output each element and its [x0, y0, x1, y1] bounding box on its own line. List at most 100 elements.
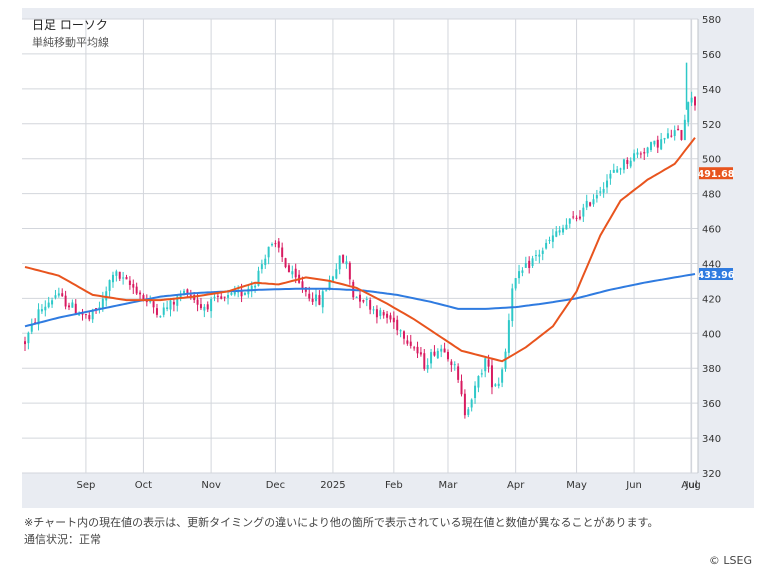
candle-down: [348, 262, 351, 280]
grid-layer: [22, 18, 699, 474]
x-tick-label: Oct: [135, 480, 152, 491]
candle-down: [359, 294, 361, 302]
candle-down: [277, 241, 280, 248]
candle-up: [101, 298, 104, 309]
candle-down: [240, 289, 243, 297]
candle-up: [315, 294, 318, 302]
candle-down: [369, 299, 372, 310]
candle-up: [149, 301, 152, 303]
candle-up: [183, 290, 186, 295]
candle-up: [653, 140, 656, 145]
candle-down: [61, 293, 64, 297]
candle-down: [589, 202, 592, 206]
candle-down: [487, 359, 490, 367]
candle-down: [392, 317, 395, 323]
candle-up: [210, 299, 213, 312]
candle-up: [179, 295, 182, 298]
candle-up: [37, 309, 40, 325]
candle-down: [342, 254, 345, 263]
chart-subtitle: 単純移動平均線: [32, 35, 109, 49]
candle-up: [108, 280, 111, 291]
y-tick-label: 540: [702, 85, 721, 96]
candle-up: [538, 254, 541, 257]
candle-down: [578, 216, 581, 219]
candle-up: [666, 133, 669, 139]
candle-up: [484, 358, 487, 372]
candle-up: [176, 296, 179, 306]
candle-up: [227, 295, 230, 298]
candle-down: [463, 393, 466, 416]
candle-down: [186, 289, 189, 295]
candle-up: [98, 307, 101, 309]
candle-up: [250, 285, 253, 291]
candle-down: [670, 135, 673, 137]
candle-up: [105, 291, 108, 301]
candle-up: [660, 139, 663, 150]
candle-up: [541, 250, 544, 254]
candle-down: [528, 260, 531, 268]
x-tick-label: Nov: [201, 480, 221, 491]
candle-down: [64, 295, 67, 307]
y-tick-label: 320: [702, 469, 721, 480]
candle-up: [474, 385, 477, 399]
candle-down: [274, 243, 277, 245]
candle-up: [430, 352, 433, 364]
candle-down: [419, 352, 422, 355]
candle-down: [24, 341, 26, 345]
candle-down: [386, 313, 389, 318]
candle-up: [372, 309, 375, 311]
candle-down: [125, 277, 128, 280]
candle-up: [436, 350, 439, 359]
y-tick-label: 480: [702, 190, 721, 201]
candle-up: [257, 270, 260, 286]
candle-down: [413, 347, 416, 349]
candle-up: [568, 218, 571, 224]
connection-status: 通信状況：正常: [24, 533, 101, 546]
candle-up: [78, 314, 81, 316]
candle-up: [331, 276, 334, 282]
candle-down: [308, 293, 311, 299]
candle-up: [494, 384, 497, 386]
candle-down: [443, 348, 446, 353]
candle-down: [152, 301, 155, 308]
candle-down: [139, 292, 142, 295]
candle-down: [132, 284, 135, 288]
candle-up: [633, 153, 636, 161]
candle-down: [460, 380, 463, 395]
candle-down: [294, 268, 297, 278]
plot-background: [22, 19, 698, 473]
candle-up: [622, 159, 625, 170]
candle-up: [166, 307, 169, 310]
candle-down: [490, 365, 493, 388]
x-tick-label: Feb: [385, 480, 403, 491]
candle-up: [531, 258, 534, 266]
candle-up: [551, 235, 554, 242]
ma-long-last-value: 433.96: [698, 270, 735, 281]
y-tick-label: 400: [702, 329, 721, 340]
candle-down: [656, 139, 659, 148]
candle-down: [118, 271, 121, 279]
candle-down: [643, 152, 646, 154]
candle-up: [291, 271, 294, 275]
candle-up: [650, 142, 653, 150]
candle-down: [84, 314, 87, 316]
candle-up: [511, 288, 514, 322]
candle-up: [230, 293, 233, 295]
x-tick-label: Sep: [76, 480, 95, 491]
disclaimer-note: ※チャート内の現在値の表示は、更新タイミングの違いにより他の箇所で表示されている…: [24, 516, 659, 529]
candle-down: [67, 305, 70, 308]
x-tick-label: Dec: [266, 480, 285, 491]
candle-up: [606, 180, 609, 188]
candle-up: [365, 298, 368, 300]
candle-up: [518, 271, 521, 279]
candle-down: [409, 341, 412, 346]
candle-down: [216, 295, 219, 297]
candle-up: [345, 261, 348, 265]
candle-down: [145, 301, 148, 303]
candle-up: [690, 97, 693, 103]
x-tick-label: Jun: [625, 480, 642, 491]
candle-up: [545, 242, 548, 249]
ma-short-last-value-box: [699, 167, 733, 180]
candle-up: [355, 296, 358, 298]
